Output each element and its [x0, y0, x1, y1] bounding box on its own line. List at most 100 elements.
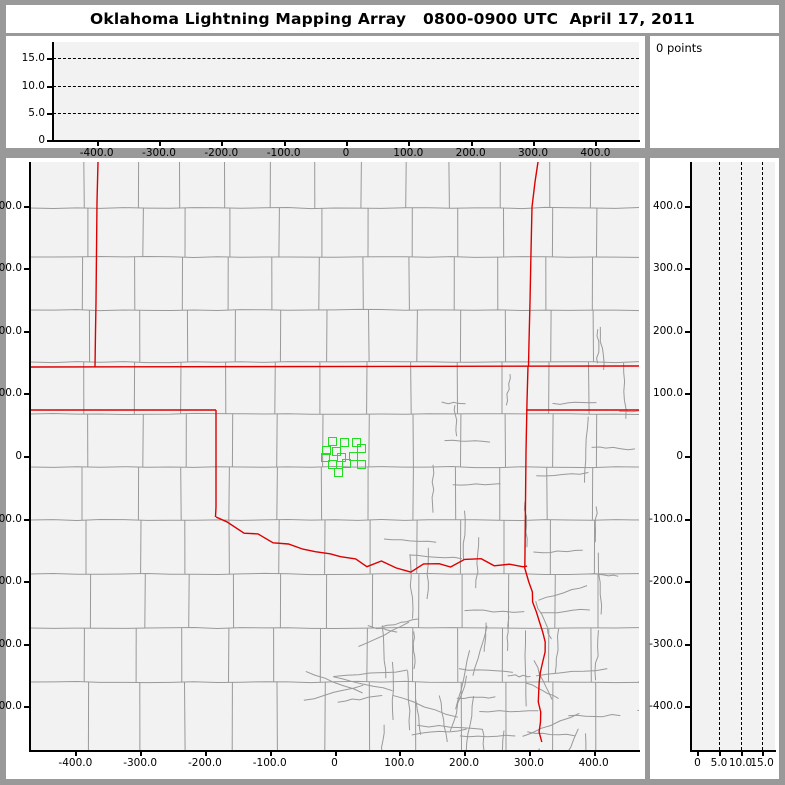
- county-line-horizontal: [30, 308, 639, 312]
- county-line-detail: [554, 628, 560, 674]
- right-plot-area[interactable]: [691, 162, 775, 750]
- map-x-tick-label: -200.0: [187, 757, 222, 769]
- county-line-detail: [455, 650, 471, 710]
- right-y-tick-label: -300.0: [649, 637, 683, 650]
- state-border-colorado-kansas: [94, 162, 99, 368]
- right-x-tick-label: 5.0: [710, 757, 728, 769]
- county-line-detail: [332, 676, 393, 692]
- top-x-tick-label: 400.0: [580, 147, 611, 159]
- map-y-tick: [24, 331, 30, 333]
- county-line-vertical: [276, 466, 278, 521]
- county-line-detail: [456, 696, 496, 700]
- county-line-detail: [479, 710, 539, 713]
- county-line-detail: [472, 625, 488, 676]
- state-border-kansas-oklahoma: [30, 365, 639, 368]
- right-x-tick-label: 10.0: [728, 757, 753, 769]
- county-line-vertical: [448, 162, 450, 209]
- right-y-tick: [685, 268, 691, 270]
- lightning-source-point: [356, 459, 366, 469]
- county-line-detail: [412, 631, 416, 670]
- gridline-vertical-5: [719, 162, 720, 750]
- county-line-detail: [568, 713, 621, 718]
- map-y-tick-label: -100.0: [0, 512, 22, 525]
- right-y-tick-label: 100.0: [652, 387, 683, 400]
- county-line-vertical: [412, 466, 414, 521]
- map-x-tick: [594, 750, 596, 756]
- top-x-tick: [346, 140, 348, 146]
- county-line-detail: [591, 446, 635, 451]
- map-y-tick: [24, 206, 30, 208]
- county-line-detail: [438, 695, 448, 742]
- top-plot-area[interactable]: [53, 42, 639, 140]
- right-y-tick: [685, 206, 691, 208]
- point-count-panel: 0 points: [650, 36, 779, 148]
- lightning-source-point: [322, 445, 332, 455]
- map-y-tick: [24, 581, 30, 583]
- top-x-tick: [471, 140, 473, 146]
- lightning-source-point: [320, 452, 330, 462]
- county-line-detail: [333, 669, 408, 677]
- county-line-vertical: [554, 573, 556, 629]
- map-y-tick-label: 400.0: [0, 199, 22, 212]
- county-line-horizontal: [30, 206, 639, 210]
- county-line-horizontal: [30, 518, 639, 522]
- map-x-tick-label: -100.0: [252, 757, 287, 769]
- county-line-horizontal: [30, 412, 639, 416]
- map-x-axis: [29, 750, 640, 752]
- top-y-axis: [52, 42, 54, 140]
- county-line-horizontal: [30, 465, 639, 469]
- top-x-tick-label: -200.0: [204, 147, 239, 159]
- county-line-detail: [599, 326, 605, 370]
- map-y-tick: [24, 456, 30, 458]
- county-line-detail: [540, 608, 590, 614]
- top-x-tick: [159, 140, 161, 146]
- altitude-vs-east-west-panel[interactable]: 0 5.0 10.0 15.0 -400.0 -300.0 -200.0 -100.0 0 100…: [6, 36, 645, 158]
- right-y-tick: [685, 393, 691, 395]
- county-line-vertical: [142, 413, 144, 468]
- county-line-detail: [481, 728, 485, 750]
- county-line-horizontal: [30, 360, 639, 364]
- county-line-detail: [337, 695, 383, 703]
- state-border-arkansas-texas: [524, 568, 546, 743]
- right-y-tick: [685, 331, 691, 333]
- page-title: Oklahoma Lightning Mapping Array 0800-09…: [89, 10, 695, 28]
- county-line-detail: [527, 731, 575, 737]
- county-line-detail: [444, 439, 491, 443]
- county-line-detail: [415, 699, 422, 735]
- map-x-tick-label: -400.0: [58, 757, 93, 769]
- top-x-tick-label: -100.0: [266, 147, 301, 159]
- altitude-vs-north-south-panel[interactable]: -400.0 -300.0 -200.0 -100.0 0 100.0 200.0 300.0…: [649, 158, 779, 779]
- county-line-detail: [524, 630, 527, 707]
- state-border-oklahoma-arkansas: [524, 365, 529, 570]
- map-x-tick-label: 200.0: [449, 757, 480, 769]
- county-line-detail: [538, 585, 588, 601]
- county-line-vertical: [276, 413, 278, 468]
- county-line-detail: [522, 712, 580, 737]
- lightning-source-map-panel[interactable]: -400.0 -300.0 -200.0 -100.0 0 100.0 200.0 300.0…: [0, 158, 645, 779]
- right-y-tick: [685, 581, 691, 583]
- county-line-vertical: [83, 162, 85, 209]
- county-line-detail: [380, 724, 385, 750]
- state-border-red-river: [215, 516, 528, 573]
- county-line-detail: [391, 661, 394, 721]
- map-x-tick-label: 100.0: [384, 757, 415, 769]
- county-line-detail: [303, 684, 364, 701]
- county-line-detail: [381, 625, 387, 679]
- county-line-vertical: [416, 309, 418, 363]
- county-line-horizontal: [30, 626, 639, 630]
- county-line-detail: [507, 674, 531, 678]
- county-line-vertical: [278, 207, 280, 258]
- right-x-tick: [741, 750, 743, 756]
- lightning-source-point: [328, 436, 338, 446]
- map-y-tick: [24, 268, 30, 270]
- map-plot-area[interactable]: [30, 162, 639, 750]
- county-line-vertical: [408, 256, 410, 311]
- map-y-tick-label: 0: [15, 450, 22, 462]
- county-line-detail: [552, 401, 597, 405]
- county-line-detail: [536, 472, 589, 477]
- county-line-vertical: [368, 413, 370, 468]
- county-line-detail: [619, 410, 639, 413]
- county-line-detail: [465, 695, 475, 750]
- county-line-vertical: [184, 681, 186, 750]
- map-y-tick: [24, 519, 30, 521]
